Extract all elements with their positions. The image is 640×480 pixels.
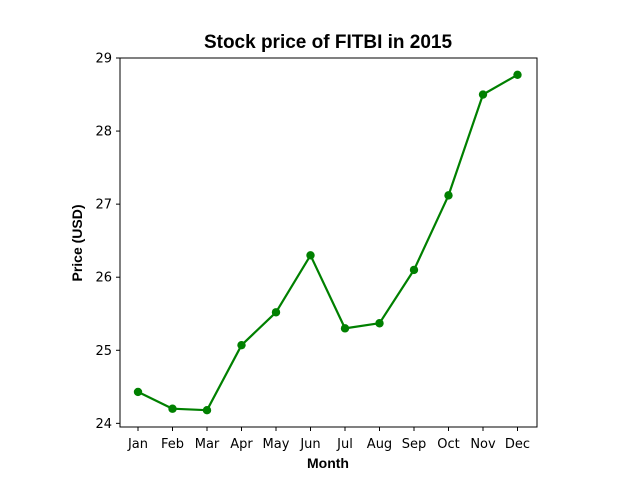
data-point xyxy=(271,308,281,317)
x-tick-label: Sep xyxy=(402,437,427,452)
series-line xyxy=(137,73,519,412)
y-tick-label: 29 xyxy=(95,52,112,67)
data-point xyxy=(237,340,246,350)
y-tick-label: 27 xyxy=(95,198,112,213)
data-point xyxy=(202,405,212,415)
x-tick-label: Nov xyxy=(470,437,496,452)
data-point xyxy=(478,90,488,99)
x-tick-label: Jul xyxy=(336,437,353,452)
x-tick-label: Aug xyxy=(367,437,392,452)
x-tick-label: Jun xyxy=(299,437,320,452)
x-tick-label: Jan xyxy=(127,437,148,452)
x-tick-label: Apr xyxy=(230,437,253,452)
x-tick-label: Mar xyxy=(195,437,220,452)
y-tick-label: 24 xyxy=(95,417,112,432)
x-tick-label: Dec xyxy=(505,437,530,452)
x-tick-label: Oct xyxy=(437,437,459,452)
plot-area xyxy=(119,57,538,428)
data-point xyxy=(444,191,453,200)
y-tick-label: 25 xyxy=(95,344,112,359)
x-tick-label: Feb xyxy=(161,437,184,452)
y-tick-label: 28 xyxy=(95,125,112,140)
x-axis-label: Month xyxy=(307,455,349,471)
data-point xyxy=(306,251,315,260)
data-point xyxy=(340,324,350,333)
series-layer xyxy=(133,70,522,415)
data-point xyxy=(375,319,384,328)
y-axis-label: Price (USD) xyxy=(69,204,85,281)
data-point xyxy=(133,387,143,397)
y-axis: 24 25 26 27 28 29 xyxy=(95,52,120,432)
data-point xyxy=(513,70,522,80)
chart-title: Stock price of FITBI in 2015 xyxy=(204,32,453,53)
x-tick-label: May xyxy=(263,437,290,452)
data-point xyxy=(409,265,419,275)
y-tick-label: 26 xyxy=(95,271,112,286)
x-axis: Jan Feb Mar Apr May Jun Jul Aug Sep Oct Nov Dec xyxy=(127,427,530,452)
data-point xyxy=(168,404,177,413)
